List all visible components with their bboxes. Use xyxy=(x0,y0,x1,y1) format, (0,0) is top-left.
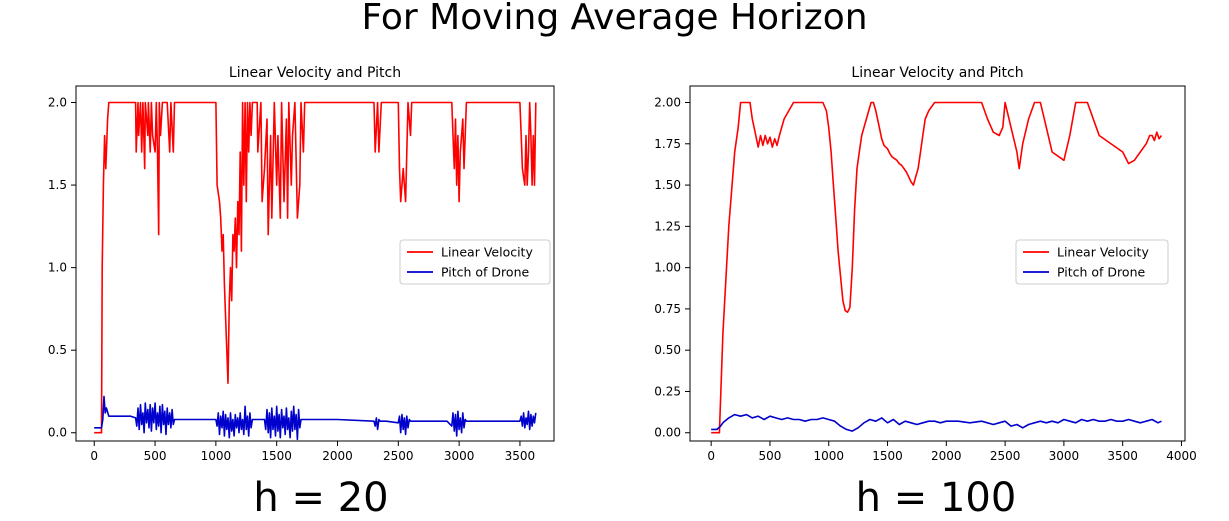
caption-left: h = 20 xyxy=(253,475,389,521)
x-tick-label-left-7: 3500 xyxy=(505,449,536,463)
legend-label-right-1: Pitch of Drone xyxy=(1057,265,1145,280)
y-tick-label-right-3: 0.75 xyxy=(654,302,681,316)
x-tick-label-right-7: 3500 xyxy=(1107,449,1138,463)
caption-right: h = 100 xyxy=(855,475,1017,521)
x-tick-label-right-3: 1500 xyxy=(872,449,903,463)
x-tick-label-right-2: 1000 xyxy=(813,449,844,463)
x-tick-label-right-6: 3000 xyxy=(1049,449,1080,463)
x-tick-label-left-3: 1500 xyxy=(261,449,292,463)
legend-box-right xyxy=(1015,239,1169,285)
x-tick-label-left-5: 2500 xyxy=(383,449,414,463)
series-line-right-0 xyxy=(711,101,1163,434)
y-tick-label-right-8: 2.00 xyxy=(654,96,681,110)
y-tick-label-right-4: 1.00 xyxy=(654,261,681,275)
plot-frame-right xyxy=(689,85,1186,442)
y-tick-label-right-7: 1.75 xyxy=(654,137,681,151)
x-tick-label-right-8: 4000 xyxy=(1166,449,1197,463)
figure-suptitle: For Moving Average Horizon xyxy=(361,0,868,38)
plot-title-left: Linear Velocity and Pitch xyxy=(229,65,401,81)
x-tick-label-left-6: 3000 xyxy=(444,449,475,463)
chart-right: Linear Velocity and Pitch 0 500 1000 1500 200… xyxy=(654,65,1197,463)
x-tick-label-left-0: 0 xyxy=(90,449,98,463)
y-tick-label-left-4: 2.0 xyxy=(48,96,67,110)
series-line-left-1 xyxy=(94,395,537,441)
x-tick-label-right-4: 2000 xyxy=(931,449,962,463)
legend-label-left-0: Linear Velocity xyxy=(441,245,533,260)
chart-left: Linear Velocity and Pitch 0 500 1000 1500 200… xyxy=(48,65,555,463)
plot-title-right: Linear Velocity and Pitch xyxy=(851,65,1023,81)
legend-box-left xyxy=(399,239,551,285)
legend-right: Linear Velocity Pitch of Drone xyxy=(1015,239,1169,285)
y-tick-label-right-5: 1.25 xyxy=(654,219,681,233)
y-tick-label-left-2: 1.0 xyxy=(48,261,67,275)
x-tick-label-right-5: 2500 xyxy=(990,449,1021,463)
x-tick-label-right-1: 500 xyxy=(758,449,781,463)
y-tick-label-left-1: 0.5 xyxy=(48,343,67,357)
legend-label-right-0: Linear Velocity xyxy=(1057,245,1149,260)
y-tick-label-left-0: 0.0 xyxy=(48,426,67,440)
x-tick-label-left-4: 2000 xyxy=(322,449,353,463)
plot-frame-left xyxy=(75,85,555,442)
y-tick-label-right-1: 0.25 xyxy=(654,384,681,398)
x-tick-label-right-0: 0 xyxy=(707,449,715,463)
y-tick-label-left-3: 1.5 xyxy=(48,178,67,192)
legend-left: Linear Velocity Pitch of Drone xyxy=(399,239,551,285)
series-line-right-1 xyxy=(711,413,1162,432)
series-line-left-0 xyxy=(94,101,537,434)
legend-label-left-1: Pitch of Drone xyxy=(441,265,529,280)
y-tick-label-right-2: 0.50 xyxy=(654,343,681,357)
x-tick-label-left-1: 500 xyxy=(144,449,167,463)
x-tick-label-left-2: 1000 xyxy=(201,449,232,463)
y-tick-label-right-6: 1.50 xyxy=(654,178,681,192)
y-tick-label-right-0: 0.00 xyxy=(654,426,681,440)
